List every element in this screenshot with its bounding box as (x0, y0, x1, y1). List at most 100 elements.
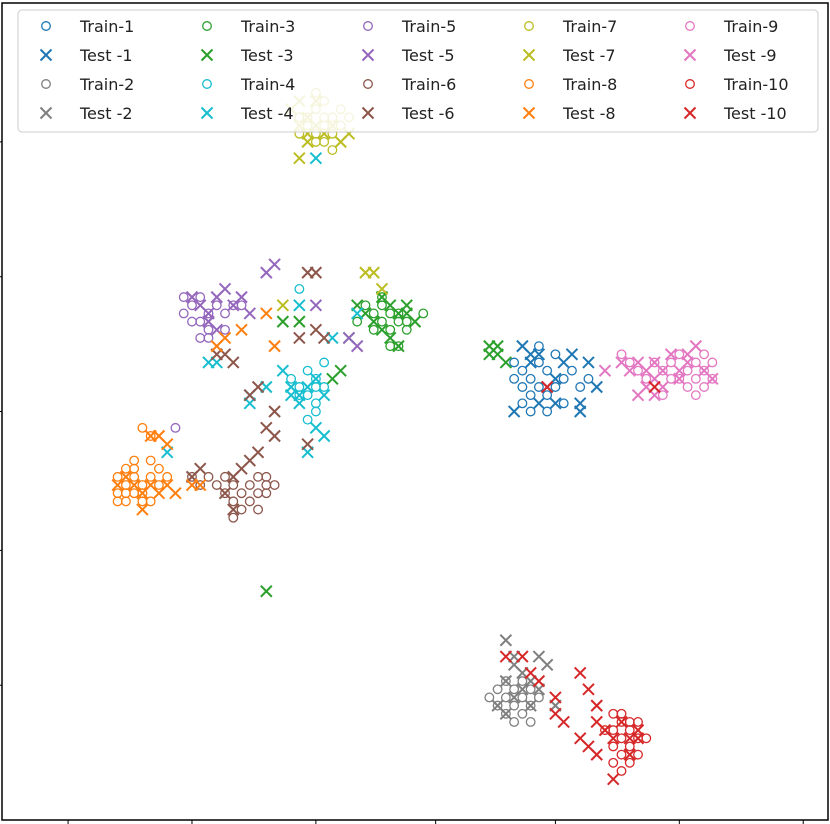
train-point (682, 365, 693, 376)
legend-label: Test -8 (562, 104, 616, 123)
test-point (136, 503, 149, 516)
train-point (542, 406, 553, 417)
train-point (674, 349, 685, 360)
train-point (220, 308, 230, 319)
train-point (657, 365, 668, 376)
legend-label: Train-6 (401, 75, 456, 94)
test-point (293, 315, 306, 328)
legend-entry: Train-8 (524, 75, 617, 94)
test-point (607, 732, 620, 745)
test-point (648, 380, 661, 394)
train-point (566, 365, 577, 376)
legend-entry: Test -8 (522, 104, 616, 123)
train-point (310, 406, 321, 417)
train-point (616, 733, 627, 744)
train-point (707, 357, 718, 368)
train-point (228, 496, 239, 507)
test-point (615, 715, 628, 729)
train-point (666, 357, 677, 368)
test-point (194, 462, 207, 475)
series-train-2 (484, 676, 544, 727)
test-point (499, 674, 513, 688)
legend-label: Test -7 (562, 46, 616, 65)
test-point (384, 331, 397, 345)
train-point (385, 324, 396, 335)
legend-entry: Train-7 (524, 17, 617, 36)
legend-entry: Test -6 (361, 104, 455, 123)
test-point (260, 585, 273, 598)
legend-label: Test -1 (79, 46, 133, 65)
legend-entry: Test -4 (200, 104, 294, 123)
test-point (309, 152, 323, 165)
train-point (220, 471, 230, 482)
train-point (492, 700, 503, 711)
legend-label: Train-4 (240, 75, 295, 94)
legend-cross-icon (39, 48, 53, 62)
test-point (268, 429, 281, 443)
train-point (542, 390, 553, 401)
legend-label: Test -5 (401, 46, 455, 65)
train-point (137, 422, 148, 433)
train-point (608, 741, 619, 752)
test-point (507, 405, 521, 418)
series-test-6 (185, 266, 331, 516)
legend-entry: Test -10 (683, 104, 787, 123)
train-point (302, 365, 313, 376)
train-point (690, 373, 701, 384)
test-point (590, 699, 603, 712)
train-point (690, 390, 701, 401)
test-point (268, 339, 281, 353)
test-point (590, 748, 603, 761)
series-train-5 (170, 292, 247, 433)
legend-circle-icon (363, 79, 373, 89)
test-point (227, 503, 240, 516)
legend-cross-icon (39, 106, 53, 120)
series-test-3 (260, 290, 513, 598)
series-test-1 (507, 339, 603, 418)
test-point (243, 388, 257, 402)
train-point (517, 398, 528, 409)
legend-label: Train-7 (562, 17, 617, 36)
test-point (243, 307, 257, 320)
legend-entry: Test -7 (522, 46, 616, 65)
train-point (261, 471, 272, 482)
train-point (492, 684, 503, 695)
train-point (509, 684, 520, 695)
train-point (517, 708, 528, 719)
legend-circle-icon (685, 21, 695, 31)
test-point (540, 380, 554, 394)
legend-label: Train-2 (79, 75, 134, 94)
train-point (558, 373, 569, 384)
y-axis-ticks (0, 141, 2, 686)
train-point (542, 365, 553, 376)
test-point (359, 266, 372, 279)
train-point (583, 373, 594, 384)
train-point (220, 488, 230, 499)
train-point (558, 398, 569, 409)
train-point (211, 300, 222, 311)
test-point (532, 674, 546, 688)
train-point (261, 488, 272, 499)
legend-cross-icon (522, 106, 536, 120)
test-point (235, 462, 248, 475)
train-point (187, 316, 197, 327)
series-test-10 (499, 380, 661, 786)
train-point (170, 422, 181, 433)
train-point (253, 504, 264, 515)
train-point (145, 471, 156, 482)
train-point (484, 692, 495, 703)
legend-cross-icon (200, 48, 214, 62)
test-point (293, 299, 306, 312)
train-point (236, 300, 247, 311)
test-point (499, 707, 513, 720)
legend-label: Test -4 (240, 104, 294, 123)
train-point (401, 324, 412, 335)
train-point (525, 373, 536, 384)
test-point (573, 405, 587, 418)
train-point (517, 676, 528, 687)
legend-label: Test -10 (723, 104, 787, 123)
train-point (633, 749, 643, 760)
legend-cross-icon (361, 106, 375, 120)
train-point (699, 349, 710, 360)
train-point (228, 480, 239, 490)
